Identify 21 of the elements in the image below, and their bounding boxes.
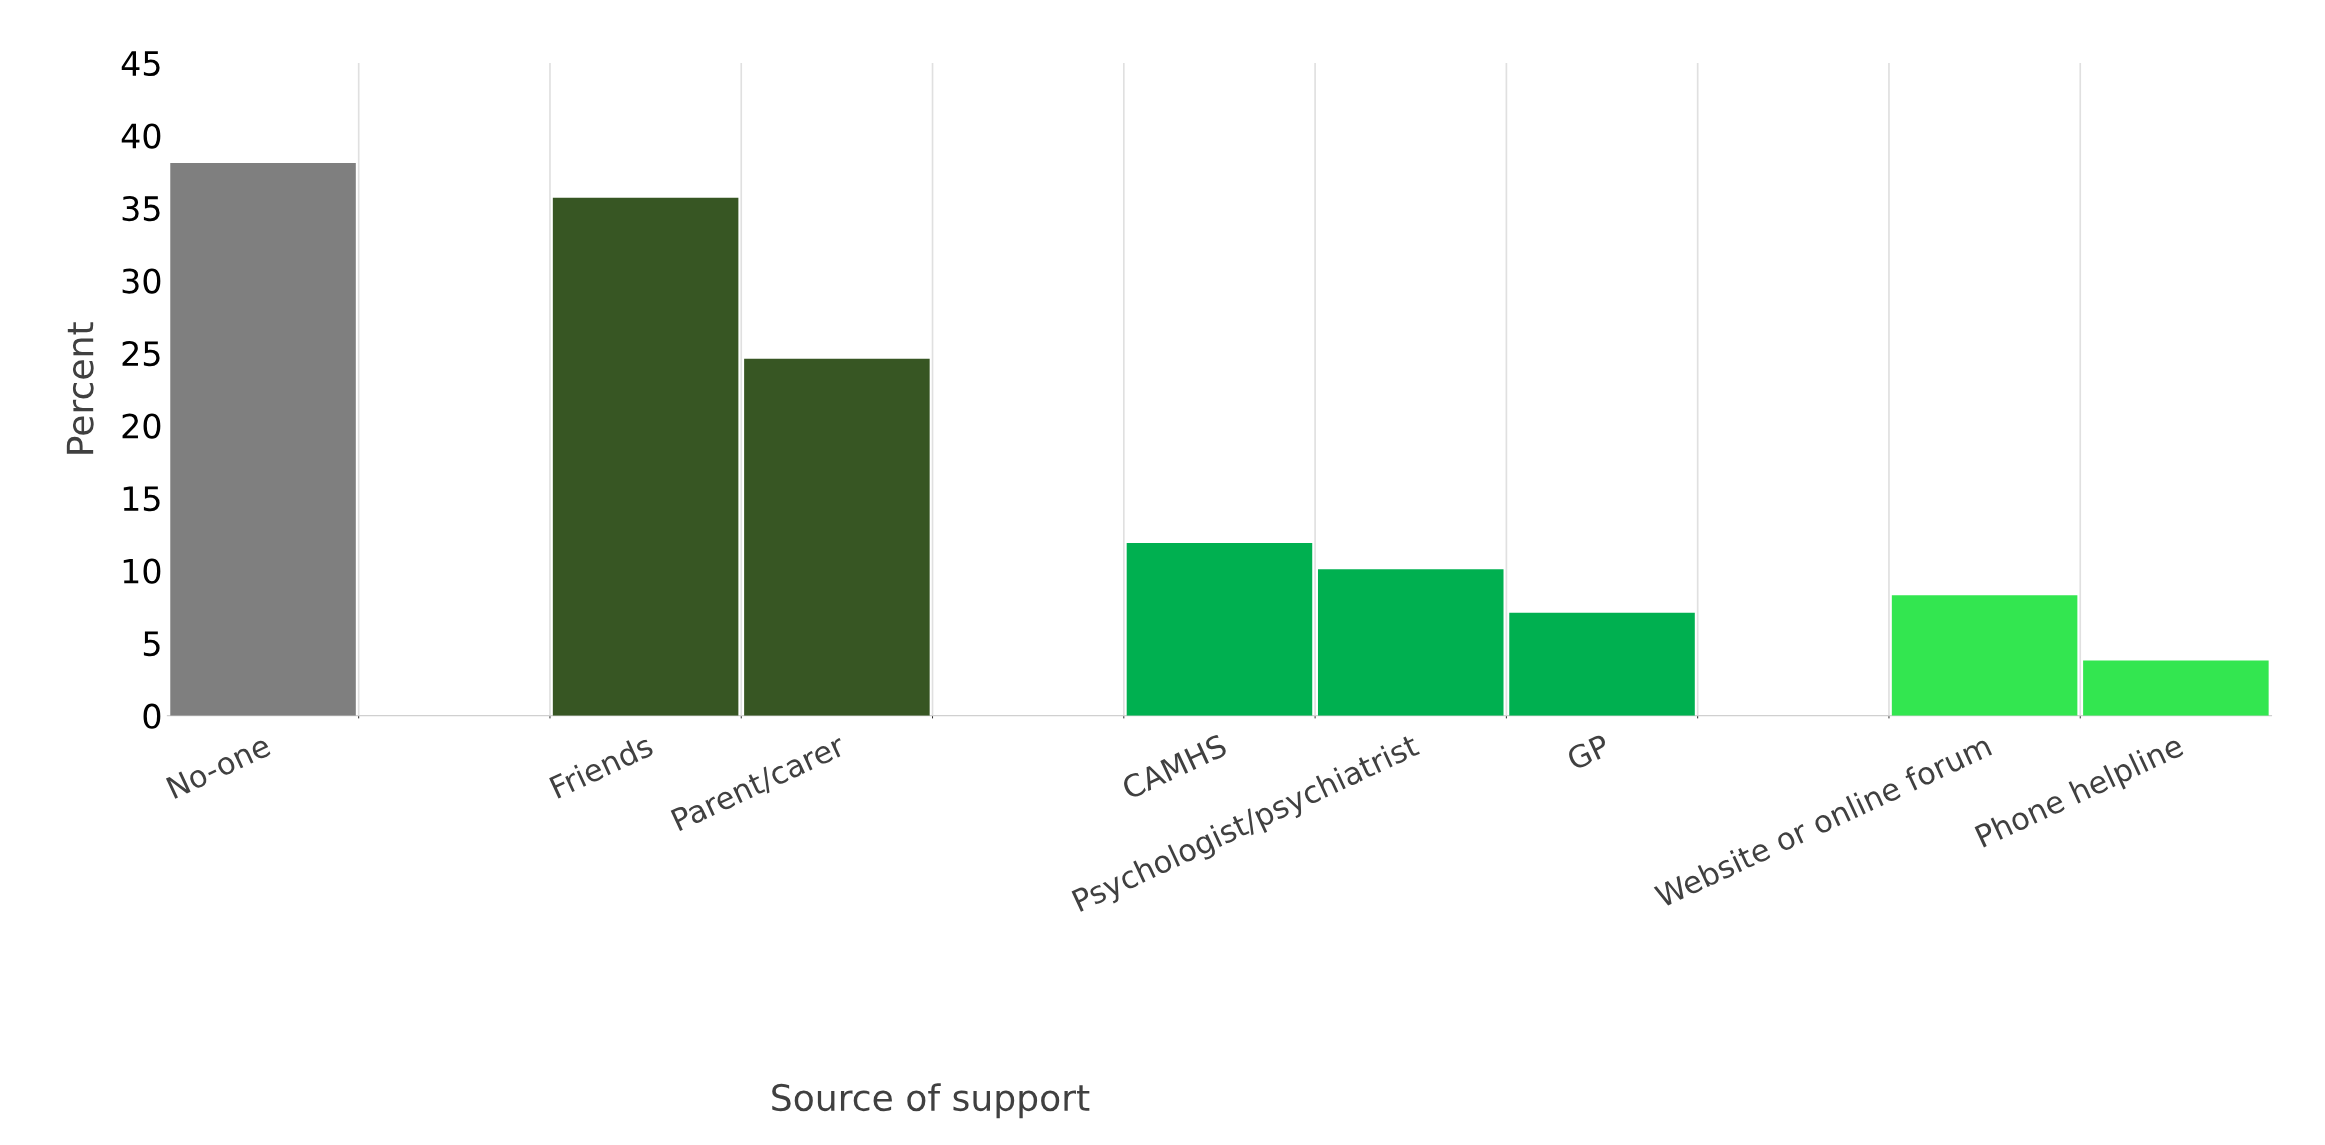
y-tick-label: 15 (123, 486, 160, 512)
x-tick-label: GP (1565, 733, 1612, 771)
y-tick-label: 5 (143, 631, 160, 657)
y-tick-label: 35 (122, 195, 160, 222)
bar (2083, 660, 2269, 716)
y-tick-label: 20 (122, 413, 161, 439)
bar (1126, 543, 1313, 716)
bar (1891, 595, 2078, 716)
x-axis-title: Source of support (772, 1083, 1090, 1119)
y-tick-label: 40 (121, 123, 161, 149)
bar (552, 197, 739, 716)
y-tick-label: 25 (122, 340, 160, 367)
y-tick-label: 30 (122, 268, 161, 294)
y-axis-title: Percent (66, 322, 94, 454)
bar (744, 358, 930, 716)
bar (170, 163, 356, 716)
y-tick-label: 0 (143, 703, 161, 729)
bar (1509, 612, 1695, 716)
bar (1317, 569, 1504, 716)
y-tick-label: 45 (121, 51, 160, 77)
y-tick-label: 10 (123, 558, 161, 584)
